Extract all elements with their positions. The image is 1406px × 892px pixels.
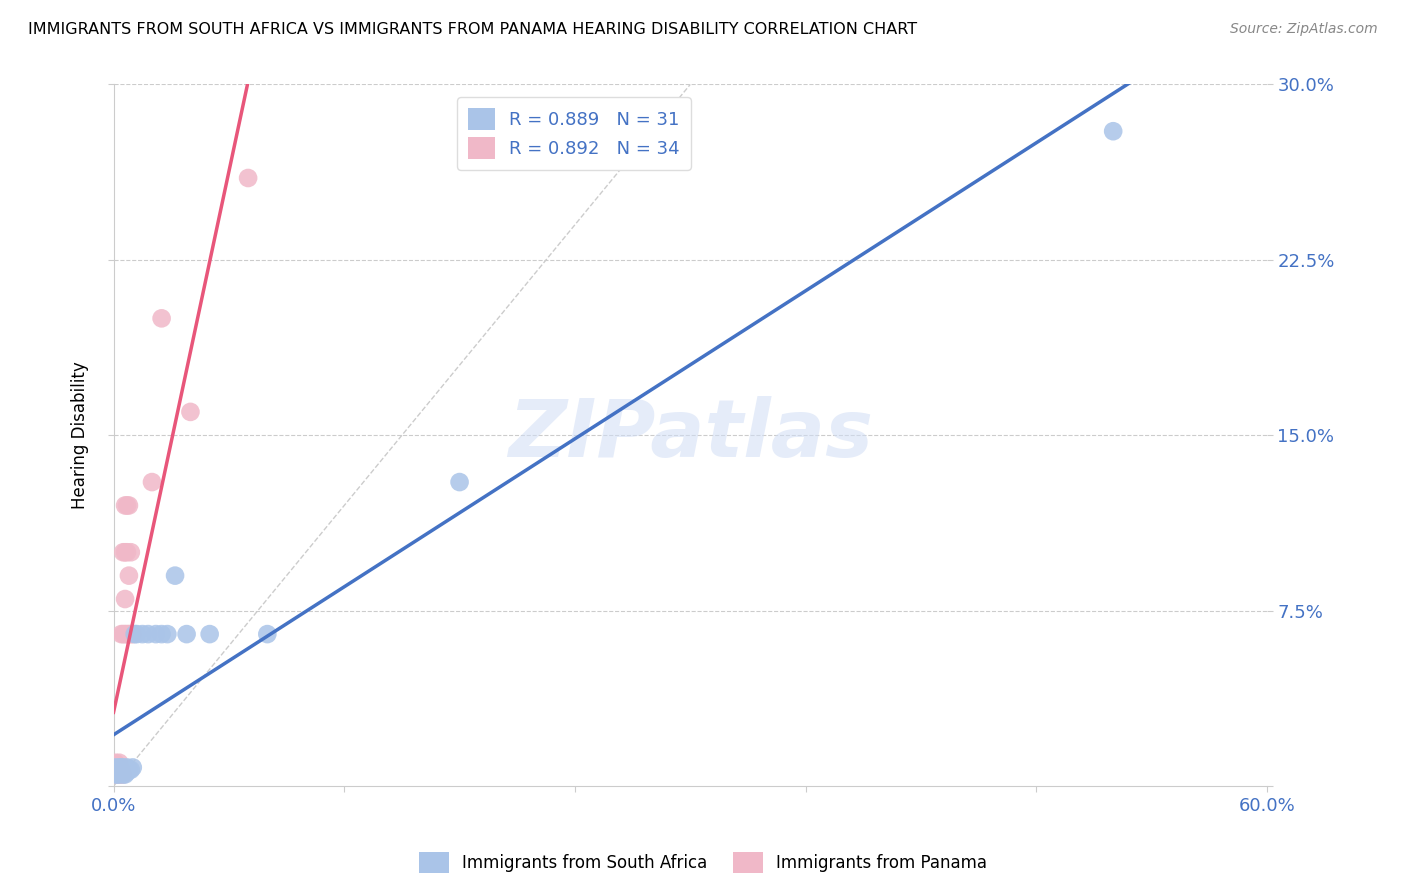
Point <box>110 760 132 774</box>
Point <box>118 763 141 777</box>
Point <box>104 760 127 774</box>
Point <box>115 765 138 780</box>
Point <box>110 765 132 780</box>
Point <box>156 627 179 641</box>
Point <box>120 627 142 641</box>
Point <box>104 767 127 781</box>
Point <box>114 545 136 559</box>
Text: Source: ZipAtlas.com: Source: ZipAtlas.com <box>1230 22 1378 37</box>
Point <box>198 627 221 641</box>
Legend: Immigrants from South Africa, Immigrants from Panama: Immigrants from South Africa, Immigrants… <box>412 846 994 880</box>
Point <box>118 627 141 641</box>
Point <box>108 760 131 774</box>
Point <box>114 499 136 513</box>
Point <box>110 763 132 777</box>
Point <box>105 763 128 777</box>
Point <box>112 545 135 559</box>
Point <box>105 767 128 781</box>
Point <box>141 475 163 489</box>
Point <box>115 499 138 513</box>
Point <box>108 756 131 770</box>
Text: IMMIGRANTS FROM SOUTH AFRICA VS IMMIGRANTS FROM PANAMA HEARING DISABILITY CORREL: IMMIGRANTS FROM SOUTH AFRICA VS IMMIGRAN… <box>28 22 917 37</box>
Point <box>110 763 132 777</box>
Point <box>104 763 127 777</box>
Point <box>105 763 128 777</box>
Point <box>449 475 471 489</box>
Point <box>131 627 153 641</box>
Point <box>118 499 141 513</box>
Point <box>112 767 135 781</box>
Point <box>150 311 173 326</box>
Point <box>112 627 135 641</box>
Text: ZIPatlas: ZIPatlas <box>508 396 873 475</box>
Point <box>114 763 136 777</box>
Point <box>118 568 141 582</box>
Point <box>105 767 128 781</box>
Point <box>104 767 127 781</box>
Point <box>179 405 201 419</box>
Point <box>120 763 142 777</box>
Point <box>136 627 159 641</box>
Point <box>124 627 146 641</box>
Point <box>112 767 135 781</box>
Point <box>125 627 148 641</box>
Point <box>104 756 127 770</box>
Point <box>114 627 136 641</box>
Point <box>150 627 173 641</box>
Point <box>121 627 143 641</box>
Point <box>110 767 132 781</box>
Point <box>108 767 131 781</box>
Point <box>108 760 131 774</box>
Point <box>112 760 135 774</box>
Point <box>236 171 259 186</box>
Point <box>104 760 127 774</box>
Point <box>110 627 132 641</box>
Point <box>108 763 131 777</box>
Point <box>120 545 142 559</box>
Point <box>115 545 138 559</box>
Point <box>121 760 143 774</box>
Point <box>114 592 136 607</box>
Point <box>1102 124 1125 138</box>
Point <box>256 627 278 641</box>
Point <box>165 568 187 582</box>
Point <box>115 627 138 641</box>
Point <box>145 627 167 641</box>
Point <box>115 760 138 774</box>
Y-axis label: Hearing Disability: Hearing Disability <box>72 361 89 509</box>
Legend: R = 0.889   N = 31, R = 0.892   N = 34: R = 0.889 N = 31, R = 0.892 N = 34 <box>457 97 690 169</box>
Point <box>108 767 131 781</box>
Point <box>176 627 198 641</box>
Point <box>114 767 136 781</box>
Point <box>105 758 128 772</box>
